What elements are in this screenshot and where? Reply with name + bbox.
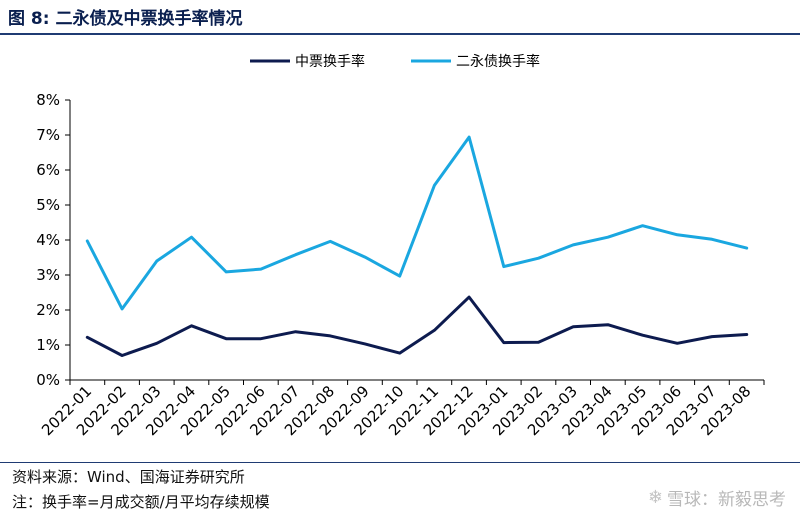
series-line-mtn-turnover <box>85 295 749 357</box>
watermark: ❄ 雪球：新毅思考 <box>648 485 786 510</box>
series-line-perpetual-turnover <box>85 135 749 311</box>
y-tick-label: 0% <box>36 371 60 389</box>
footnote: 注：换手率=月成交额/月平均存续规模 <box>12 493 270 511</box>
y-tick-label: 6% <box>36 161 60 179</box>
watermark-text: 雪球：新毅思考 <box>667 490 786 510</box>
figure-title: 图 8: 二永债及中票换手率情况 <box>8 9 243 29</box>
chart-legend: 中票换手率 二永债换手率 <box>250 53 540 70</box>
y-tick-label: 3% <box>36 266 60 284</box>
legend-label-mtn: 中票换手率 <box>295 53 365 70</box>
legend-label-perpetual: 二永债换手率 <box>456 53 540 70</box>
snowball-logo-icon: ❄ <box>647 487 663 508</box>
title-divider <box>0 33 800 35</box>
chart-axes: 0%1%2%3%4%5%6%7%8%2022-012022-022022-032… <box>36 91 765 439</box>
y-tick-label: 5% <box>36 196 60 214</box>
footer-divider <box>0 462 800 463</box>
y-tick-label: 8% <box>36 91 60 109</box>
y-tick-label: 2% <box>36 301 60 319</box>
y-tick-label: 4% <box>36 231 60 249</box>
y-tick-label: 1% <box>36 336 60 354</box>
chart-series <box>85 135 749 357</box>
y-tick-label: 7% <box>36 126 60 144</box>
source-note: 资料来源：Wind、国海证券研究所 <box>12 468 245 486</box>
line-chart: 中票换手率 二永债换手率 0%1%2%3%4%5%6%7%8%2022-01202… <box>36 53 765 439</box>
